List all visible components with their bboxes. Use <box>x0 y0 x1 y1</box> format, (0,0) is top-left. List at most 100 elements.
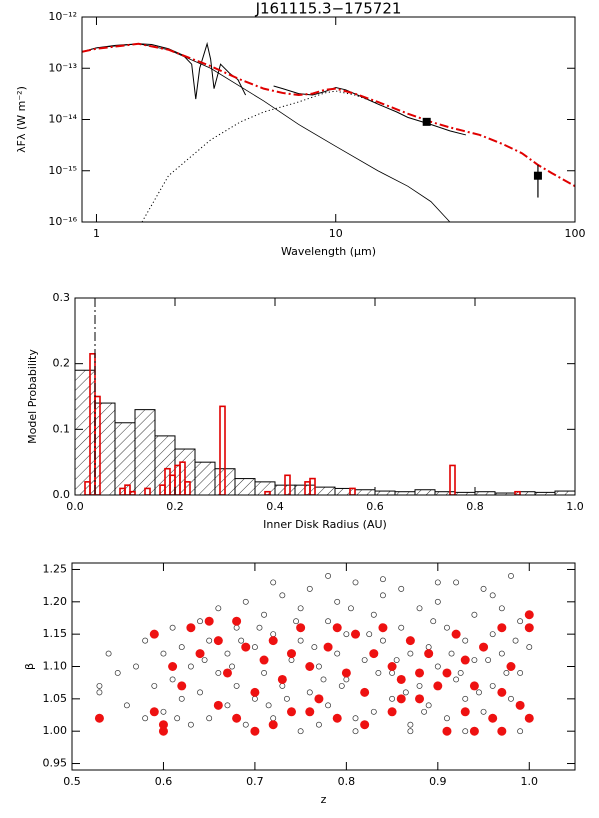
scatter-point <box>238 637 245 644</box>
scatter-point <box>369 649 379 659</box>
scatter-point <box>433 681 443 691</box>
y-tick-label: 0.1 <box>53 422 71 435</box>
scatter-point <box>315 663 322 670</box>
scatter-point <box>508 695 514 702</box>
scatter-point <box>407 728 414 735</box>
histogram-bar <box>354 489 376 495</box>
scatter-point <box>293 618 300 625</box>
histogram-bar <box>219 405 226 495</box>
scatter-point <box>387 662 397 671</box>
scatter-point <box>462 637 469 644</box>
scatter-point <box>187 663 194 670</box>
scatter-point <box>379 637 386 644</box>
histogram-bar <box>75 369 96 495</box>
scatter-point <box>457 670 464 676</box>
scatter-point <box>268 720 278 730</box>
scatter-point <box>407 650 414 657</box>
scatter-point <box>186 623 196 633</box>
scatter-point <box>224 650 231 657</box>
scatter-point <box>398 585 405 592</box>
scatter-point <box>250 726 260 736</box>
scatter-point <box>142 715 149 722</box>
y-tick-label: 10⁻¹³ <box>48 61 77 74</box>
y-tick-label: 10⁻¹⁵ <box>48 164 77 177</box>
scatter-point <box>387 707 397 717</box>
histogram-bar <box>264 490 271 495</box>
scatter-point <box>232 616 242 626</box>
scatter-point <box>506 662 516 671</box>
x-tick-label: 1.0 <box>521 775 539 788</box>
scatter-point <box>259 655 269 665</box>
y-tick-label: 10⁻¹⁴ <box>48 113 77 126</box>
scatter-point <box>96 689 103 696</box>
histogram-bar <box>94 402 116 495</box>
scatter-point <box>361 657 368 663</box>
scatter-point <box>524 623 534 633</box>
y-tick-label: 0.2 <box>53 357 71 370</box>
scatter-point <box>320 676 327 683</box>
scatter-point <box>402 689 409 696</box>
panel: J161115.3−175721 Wavelength (μm) λFλ (W m⁻… <box>15 0 586 258</box>
data-point <box>533 171 542 180</box>
series-line <box>82 43 451 222</box>
scatter-point <box>396 694 406 704</box>
x-tick-label: 10 <box>329 227 343 240</box>
histogram-bar <box>129 490 136 495</box>
scatter-point <box>352 579 359 586</box>
scatter-point <box>389 695 396 702</box>
scatter-point <box>471 657 478 663</box>
x-tick-label: 0.6 <box>155 775 173 788</box>
scatter-point <box>204 616 214 626</box>
plot-frame <box>74 297 576 496</box>
scatter-point <box>233 682 240 689</box>
x-axis-label: Wavelength (μm) <box>281 245 376 258</box>
scatter-point <box>434 598 441 605</box>
plot-area <box>94 572 534 736</box>
y-tick-label: 1.25 <box>43 562 68 575</box>
scatter-point <box>352 715 359 722</box>
plot-area <box>82 41 575 222</box>
scatter-point <box>378 623 388 633</box>
y-tick-label: 10⁻¹² <box>48 10 77 23</box>
histogram-bar <box>184 481 191 495</box>
scatter-point <box>177 681 187 691</box>
x-tick-label: 0.0 <box>66 500 84 513</box>
scatter-point <box>517 618 524 625</box>
scatter-point <box>261 611 268 618</box>
x-tick-label: 1 <box>93 227 100 240</box>
scatter-point <box>416 605 423 612</box>
scatter-point <box>297 605 304 612</box>
scatter-point <box>462 695 469 702</box>
y-axis-label: λFλ (W m⁻²) <box>15 86 28 153</box>
scatter-point <box>142 637 149 644</box>
scatter-point <box>416 682 423 689</box>
scatter-point <box>286 649 296 659</box>
scatter-point <box>451 629 461 639</box>
scatter-point <box>96 682 103 689</box>
scatter-point <box>442 668 452 678</box>
scatter-point <box>366 631 373 638</box>
scatter-point <box>524 610 534 620</box>
scatter-point <box>213 700 223 710</box>
histogram-bar <box>234 478 256 495</box>
scatter-point <box>332 623 342 633</box>
scatter-point <box>460 707 470 717</box>
scatter-point <box>286 707 296 717</box>
scatter-point <box>379 576 386 583</box>
scatter-point <box>105 650 112 657</box>
scatter-point <box>389 670 396 676</box>
scatter-point <box>197 618 203 625</box>
y-tick-label: 1.20 <box>43 595 68 608</box>
scatter-point <box>168 662 178 671</box>
scatter-point <box>332 713 342 723</box>
scatter-point <box>215 605 222 612</box>
scatter-point <box>325 618 332 625</box>
scatter-point <box>151 682 158 689</box>
histogram-bar <box>449 464 456 495</box>
x-tick-label: 0.8 <box>338 775 356 788</box>
plot-area <box>75 298 575 495</box>
scatter-point <box>169 624 176 631</box>
scatter-point <box>360 687 370 697</box>
scatter-point <box>187 721 194 728</box>
